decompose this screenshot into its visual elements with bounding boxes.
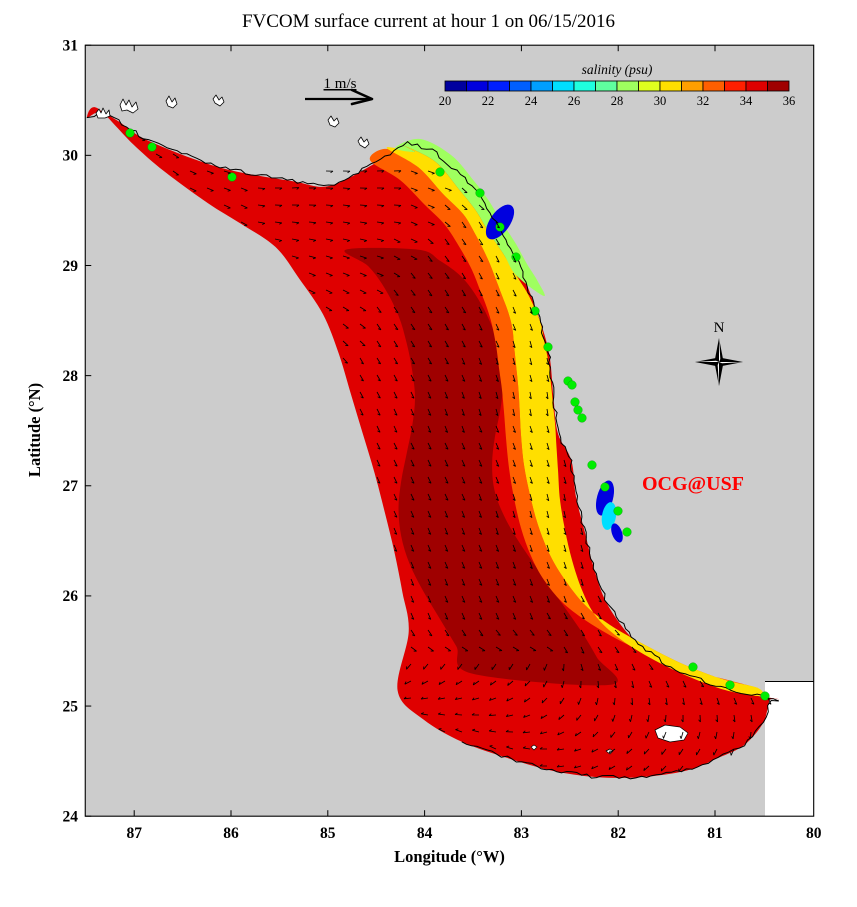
svg-text:29: 29 [63, 258, 79, 275]
svg-text:26: 26 [568, 94, 581, 108]
svg-text:Latitude (°N): Latitude (°N) [25, 383, 44, 477]
svg-text:82: 82 [610, 825, 626, 842]
svg-text:25: 25 [63, 698, 79, 715]
svg-text:Longitude (°W): Longitude (°W) [394, 847, 505, 866]
svg-text:87: 87 [126, 825, 142, 842]
svg-text:27: 27 [63, 478, 79, 495]
svg-text:83: 83 [514, 825, 530, 842]
svg-text:24: 24 [525, 94, 538, 108]
svg-text:OCG@USF: OCG@USF [642, 473, 744, 495]
svg-text:salinity (psu): salinity (psu) [582, 62, 653, 77]
svg-text:32: 32 [697, 94, 710, 108]
svg-text:80: 80 [806, 825, 822, 842]
svg-text:N: N [714, 320, 725, 336]
svg-text:28: 28 [63, 368, 79, 385]
svg-text:81: 81 [707, 825, 723, 842]
svg-text:20: 20 [439, 94, 452, 108]
svg-text:30: 30 [654, 94, 667, 108]
svg-text:FVCOM surface current at hour: FVCOM surface current at hour 1 on 06/15… [242, 11, 615, 32]
svg-text:31: 31 [63, 38, 79, 55]
svg-text:28: 28 [611, 94, 624, 108]
svg-text:22: 22 [482, 94, 495, 108]
svg-text:84: 84 [417, 825, 433, 842]
svg-text:30: 30 [63, 148, 79, 165]
svg-text:36: 36 [783, 94, 796, 108]
svg-text:34: 34 [740, 94, 753, 108]
svg-text:24: 24 [63, 809, 79, 826]
svg-text:86: 86 [223, 825, 239, 842]
svg-text:26: 26 [63, 588, 79, 605]
svg-text:85: 85 [320, 825, 336, 842]
